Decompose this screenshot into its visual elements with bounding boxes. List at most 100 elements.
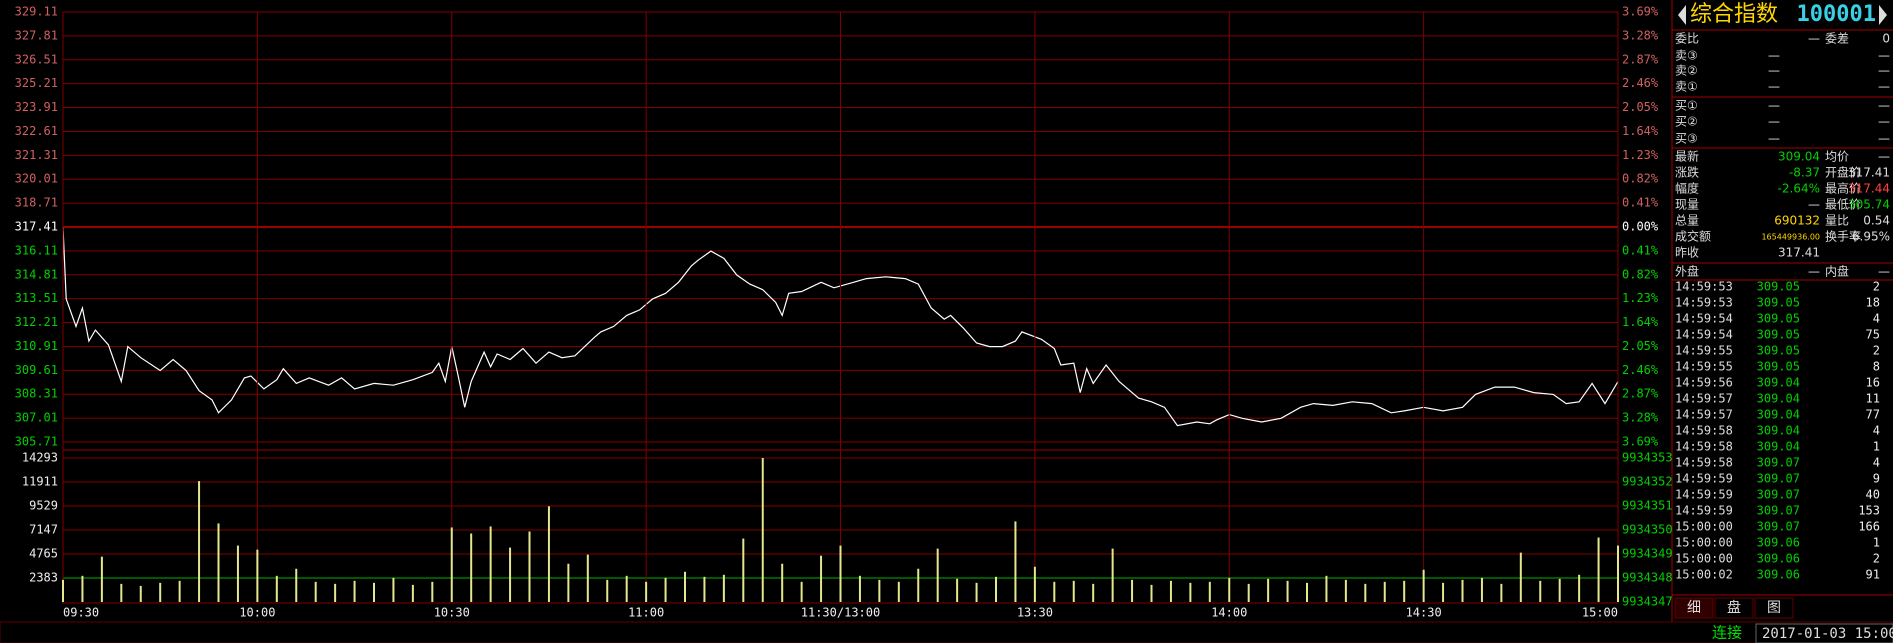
field-value: — [1768,99,1780,113]
volume-bar [645,581,648,602]
status-bar [0,621,1893,643]
y2-tick-label: 0.82% [1622,267,1659,281]
y2-tick-label: 9934350 [1622,523,1673,537]
y-tick-label: 320.01 [15,172,58,186]
volume-bar [1325,575,1328,602]
field-value: — [1808,265,1820,279]
trade-time: 14:59:55 [1675,360,1733,374]
volume-bar [1422,569,1425,602]
trade-time: 15:00:00 [1675,552,1733,566]
volume-bar [664,577,667,602]
volume-bar [1480,577,1483,602]
volume-bar [975,582,978,602]
field-label: 卖① [1675,80,1698,94]
trade-volume: 1 [1873,536,1880,550]
volume-bar [1286,580,1289,602]
field-value: — [1878,99,1890,113]
field-label: 买③ [1675,132,1698,146]
volume-bar [1461,579,1464,602]
volume-bar [1189,582,1192,602]
field-label: 卖③ [1675,49,1698,63]
y2-tick-label: 2.46% [1622,363,1659,377]
volume-bar [995,576,997,602]
y2-tick-label: 9934353 [1622,451,1673,465]
volume-bar [956,578,959,602]
volume-bar [1072,580,1075,602]
y-tick-label: 321.31 [15,148,58,162]
volume-bar [509,547,512,602]
volume-bar [1267,578,1270,602]
y-tick-label: 329.11 [15,5,58,19]
trade-price: 309.05 [1757,280,1800,294]
next-arrow[interactable] [1879,5,1887,25]
trade-volume: 91 [1866,568,1880,582]
field-label: 外盘 [1675,264,1699,279]
y-tick-label: 317.41 [15,220,58,234]
field-value: — [1878,80,1890,94]
prev-arrow[interactable] [1678,5,1686,25]
volume-bar [858,575,861,602]
volume-bar [1053,581,1056,602]
tab[interactable] [1754,597,1794,619]
trade-volume: 77 [1866,408,1880,422]
field-value: — [1768,80,1780,94]
field-value: — [1878,64,1890,78]
tab[interactable] [1714,597,1754,619]
field-label: 成交额 [1675,229,1711,244]
y-tick-label: 322.61 [15,124,58,138]
volume-bar [1033,566,1036,602]
y2-tick-label: 0.82% [1622,172,1659,186]
volume-bar [392,577,395,602]
field-value: — [1768,132,1780,146]
field-label: 总量 [1675,214,1699,228]
trade-price: 309.05 [1757,360,1800,374]
volume-bar [450,527,453,602]
trade-time: 14:59:58 [1675,440,1733,454]
volume-bar [139,585,142,602]
volume-bar [431,581,434,602]
volume-bar [1306,582,1308,602]
trade-time: 14:59:57 [1675,392,1733,406]
y-tick-label: 310.91 [15,339,58,353]
trade-time: 14:59:58 [1675,424,1733,438]
volume-bar [606,579,609,602]
field-value: 6.95% [1852,230,1890,244]
volume-bar [1111,548,1114,602]
x-tick-label: 10:00 [239,606,275,620]
y2-tick-label: 1.64% [1622,124,1659,138]
y-tick-label: 308.31 [15,387,58,401]
y2-tick-label: 9934351 [1622,499,1673,513]
field-value: — [1768,49,1780,63]
field-label: 最低价 [1825,198,1861,212]
field-value: 317.44 [1848,182,1890,196]
volume-bar [1131,579,1134,602]
trade-time: 14:59:58 [1675,456,1733,470]
volume-bar [1500,583,1503,602]
y2-tick-label: 9934352 [1622,475,1673,489]
volume-bar [1597,537,1600,602]
tab-label[interactable]: 盘 [1727,599,1741,616]
tab-label[interactable]: 细 [1687,600,1701,616]
y2-tick-label: 3.28% [1622,28,1659,42]
volume-bar [567,563,570,602]
trade-time: 15:00:00 [1675,520,1733,534]
field-label: 涨跌 [1675,165,1699,180]
trade-volume: 153 [1858,504,1880,518]
volume-bar [100,556,103,602]
tab[interactable] [1674,597,1714,619]
y-tick-label: 309.61 [15,363,58,377]
y-tick-label: 326.51 [15,52,58,66]
y-tick-label: 11911 [22,474,58,488]
tab-label[interactable]: 图 [1767,600,1781,616]
field-value: 317.41 [1778,246,1820,260]
field-value: — [1878,265,1890,279]
y2-tick-label: 9934348 [1622,571,1673,585]
volume-bar [1150,584,1153,602]
trade-volume: 40 [1866,488,1880,502]
volume-bar [878,579,881,602]
trade-volume: 166 [1858,520,1880,534]
volume-bar [547,506,550,602]
